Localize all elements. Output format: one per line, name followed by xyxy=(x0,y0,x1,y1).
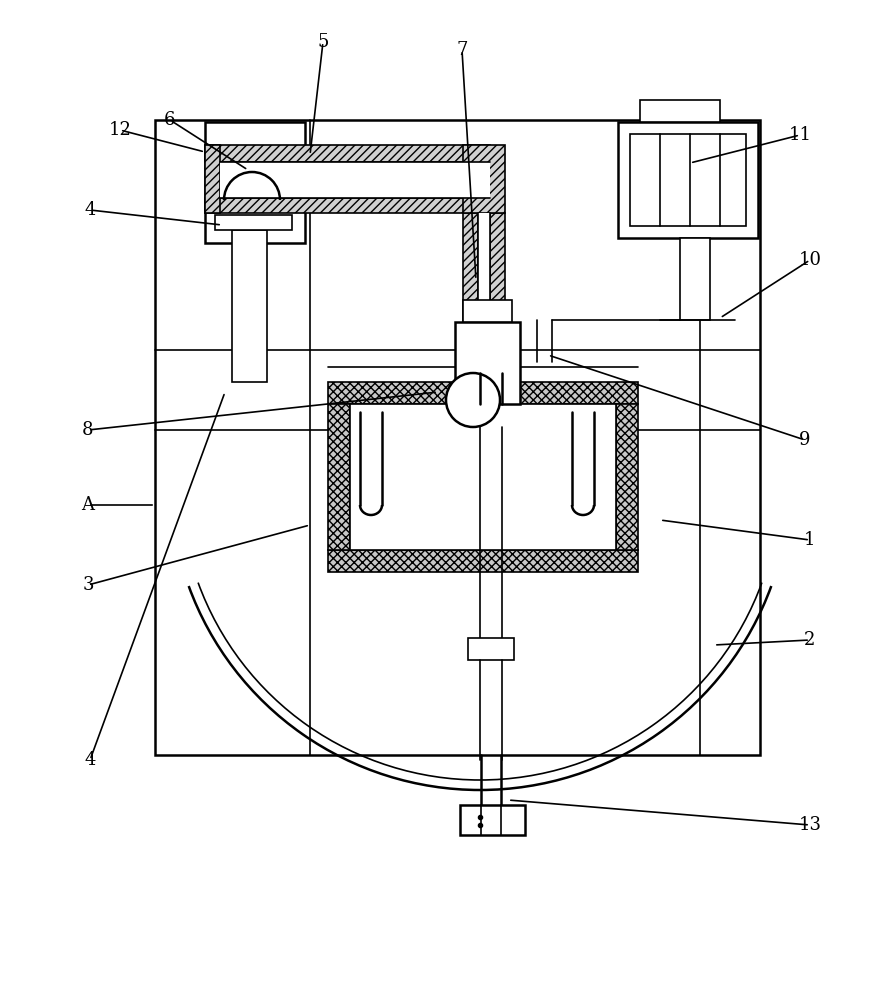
Bar xyxy=(467,638,514,660)
Text: 2: 2 xyxy=(803,631,815,649)
Bar xyxy=(232,230,267,382)
Text: 10: 10 xyxy=(797,251,821,269)
Text: 11: 11 xyxy=(788,126,810,144)
Bar xyxy=(639,100,719,122)
Bar xyxy=(489,213,505,410)
Bar xyxy=(463,300,511,322)
Bar xyxy=(615,404,637,550)
Bar xyxy=(349,404,615,550)
Bar xyxy=(630,134,745,226)
Bar xyxy=(205,145,220,213)
Bar xyxy=(327,404,349,550)
Text: 5: 5 xyxy=(317,33,328,51)
Text: A: A xyxy=(82,496,95,514)
Bar xyxy=(327,382,637,404)
Bar xyxy=(205,122,305,243)
Circle shape xyxy=(445,373,500,427)
Text: 3: 3 xyxy=(83,576,94,594)
Bar xyxy=(463,145,505,213)
Bar xyxy=(455,322,520,404)
Bar xyxy=(155,120,759,755)
Text: 8: 8 xyxy=(83,421,94,439)
Text: 7: 7 xyxy=(456,41,467,59)
Text: 6: 6 xyxy=(164,111,176,129)
Bar xyxy=(327,550,637,572)
Bar xyxy=(680,238,709,320)
Text: 4: 4 xyxy=(84,201,96,219)
Text: 13: 13 xyxy=(797,816,821,834)
Bar xyxy=(478,213,489,410)
Text: 1: 1 xyxy=(803,531,815,549)
Bar xyxy=(205,145,489,162)
Bar xyxy=(463,213,478,410)
Text: 9: 9 xyxy=(798,431,810,449)
Bar xyxy=(215,215,291,230)
Bar xyxy=(220,162,489,198)
Text: 4: 4 xyxy=(84,751,96,769)
Bar xyxy=(617,122,757,238)
Bar xyxy=(459,805,524,835)
Text: 12: 12 xyxy=(109,121,132,139)
Bar xyxy=(205,198,489,213)
